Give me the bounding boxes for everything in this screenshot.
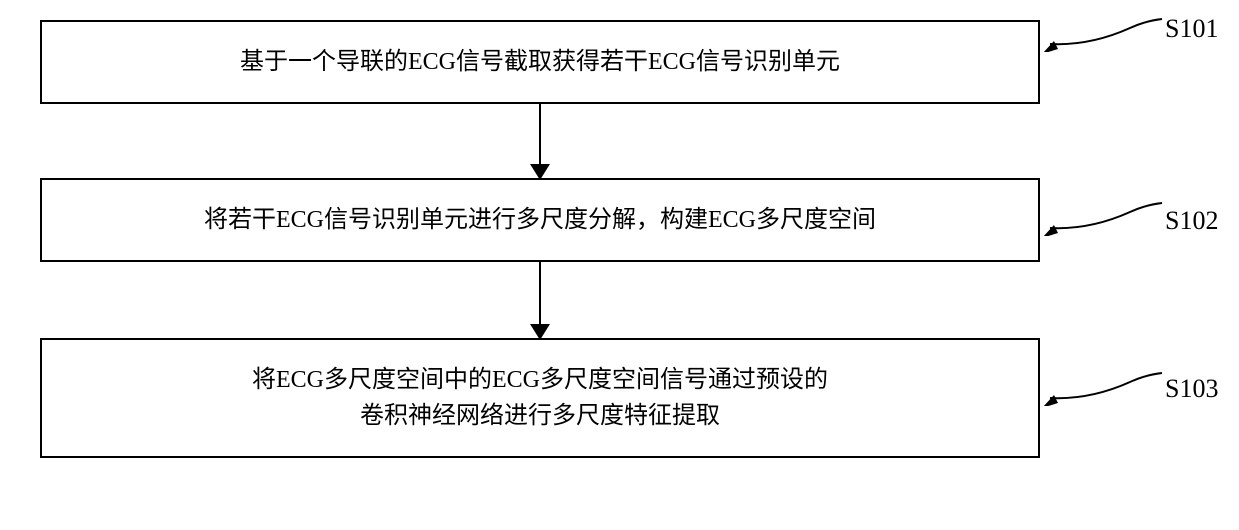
flow-node-text: 将ECG多尺度空间中的ECG多尺度空间信号通过预设的 卷积神经网络进行多尺度特征… bbox=[232, 354, 848, 442]
flowchart-container: 基于一个导联的ECG信号截取获得若干ECG信号识别单元 将若干ECG信号识别单元… bbox=[40, 20, 1040, 458]
flow-arrow bbox=[539, 104, 541, 178]
flow-node-s102: 将若干ECG信号识别单元进行多尺度分解，构建ECG多尺度空间 bbox=[40, 178, 1040, 262]
step-label-s102: S102 bbox=[1165, 206, 1218, 236]
flow-node-s101: 基于一个导联的ECG信号截取获得若干ECG信号识别单元 bbox=[40, 20, 1040, 104]
flow-node-text: 基于一个导联的ECG信号截取获得若干ECG信号识别单元 bbox=[220, 36, 860, 88]
flow-node-s103: 将ECG多尺度空间中的ECG多尺度空间信号通过预设的 卷积神经网络进行多尺度特征… bbox=[40, 338, 1040, 458]
curve-arrow-icon bbox=[1040, 16, 1170, 52]
curve-arrow-icon bbox=[1040, 200, 1170, 236]
step-label-s103: S103 bbox=[1165, 374, 1218, 404]
flow-arrow bbox=[539, 262, 541, 338]
flow-node-text: 将若干ECG信号识别单元进行多尺度分解，构建ECG多尺度空间 bbox=[184, 194, 896, 246]
step-label-s101: S101 bbox=[1165, 14, 1218, 44]
curve-arrow-icon bbox=[1040, 370, 1170, 406]
